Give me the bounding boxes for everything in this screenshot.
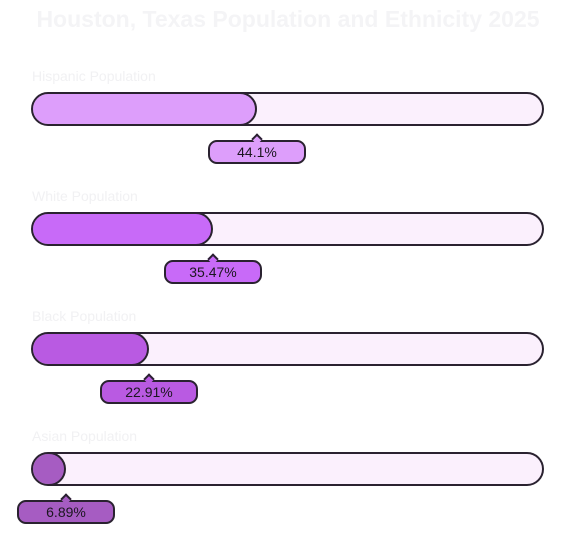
category-label: Hispanic Population	[32, 68, 156, 84]
bar-track	[31, 212, 544, 246]
value-label: 22.91%	[100, 373, 198, 404]
category-label: Asian Population	[32, 428, 138, 444]
category-label: Black Population	[32, 308, 137, 324]
value-label-pointer	[60, 493, 72, 505]
value-label-text: 22.91%	[125, 384, 173, 400]
value-label-text: 44.1%	[237, 144, 277, 160]
value-label-pointer	[143, 373, 155, 385]
value-label: 44.1%	[208, 133, 306, 164]
bar-fill	[33, 94, 257, 124]
bar-fill	[33, 334, 149, 364]
bar-row: Asian Population 6.89%	[0, 428, 576, 538]
bar-track	[31, 92, 544, 126]
bar-fill	[33, 214, 213, 244]
value-label-text: 6.89%	[46, 504, 86, 520]
value-label: 35.47%	[164, 253, 262, 284]
category-label: White Population	[32, 188, 138, 204]
bar-track	[31, 332, 544, 366]
value-label-text: 35.47%	[189, 264, 237, 280]
bar-fill	[33, 454, 66, 484]
bar-row: Black Population 22.91%	[0, 308, 576, 418]
value-label-pointer	[251, 133, 263, 145]
value-label: 6.89%	[17, 493, 115, 524]
chart-title: Houston, Texas Population and Ethnicity …	[36, 6, 540, 32]
bar-row: White Population 35.47%	[0, 188, 576, 298]
bar-row: Hispanic Population 44.1%	[0, 68, 576, 178]
value-label-pointer	[207, 253, 219, 265]
bar-track	[31, 452, 544, 486]
